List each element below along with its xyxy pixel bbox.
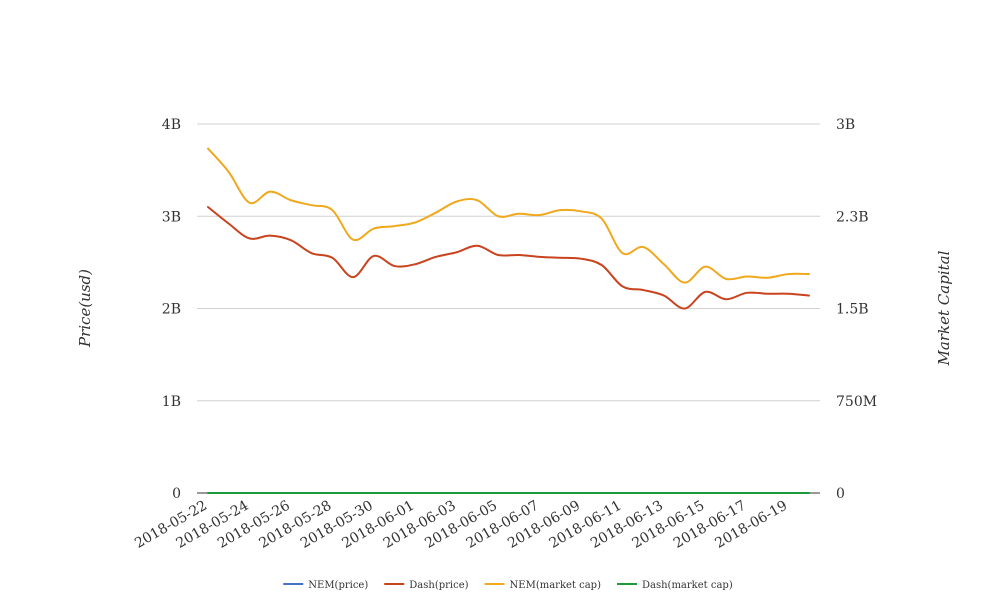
y-right-tick-label: 2.3B	[836, 209, 869, 225]
legend: NEM(price) Dash(price) NEM(market cap) Dash…	[283, 580, 733, 591]
legend-label: NEM(market cap)	[510, 580, 602, 591]
y-left-tick-label: 4B	[162, 117, 181, 133]
series-line-nem-market-cap	[207, 147, 810, 284]
series-layer	[207, 147, 810, 495]
legend-label: Dash(market cap)	[642, 580, 733, 591]
y-left-tick-label: 1B	[162, 394, 181, 410]
y-left-tick-label: 3B	[162, 209, 181, 225]
legend-item: NEM(price)	[283, 580, 368, 591]
y-left-tick-label: 2B	[162, 302, 181, 318]
series-line-dash-price	[207, 206, 810, 310]
y-left-tick-label: 0	[172, 486, 181, 502]
legend-item: NEM(market cap)	[484, 580, 602, 591]
y-right-tick-label: 3B	[836, 117, 855, 133]
grid-layer	[197, 123, 820, 402]
legend-label: Dash(price)	[409, 580, 468, 591]
y-left-axis-title: Price(usd)	[76, 269, 94, 348]
label-layer: 01B2B3B4B0750M1.5B2.3B3B2018-05-222018-0…	[76, 117, 953, 552]
legend-item: Dash(market cap)	[617, 580, 733, 591]
y-right-axis-title: Market Capital	[935, 250, 953, 366]
y-right-tick-label: 1.5B	[836, 302, 869, 318]
y-right-tick-label: 0	[836, 486, 845, 502]
y-right-tick-label: 750M	[836, 394, 877, 410]
legend-label: NEM(price)	[308, 580, 368, 591]
legend-item: Dash(price)	[384, 580, 469, 591]
